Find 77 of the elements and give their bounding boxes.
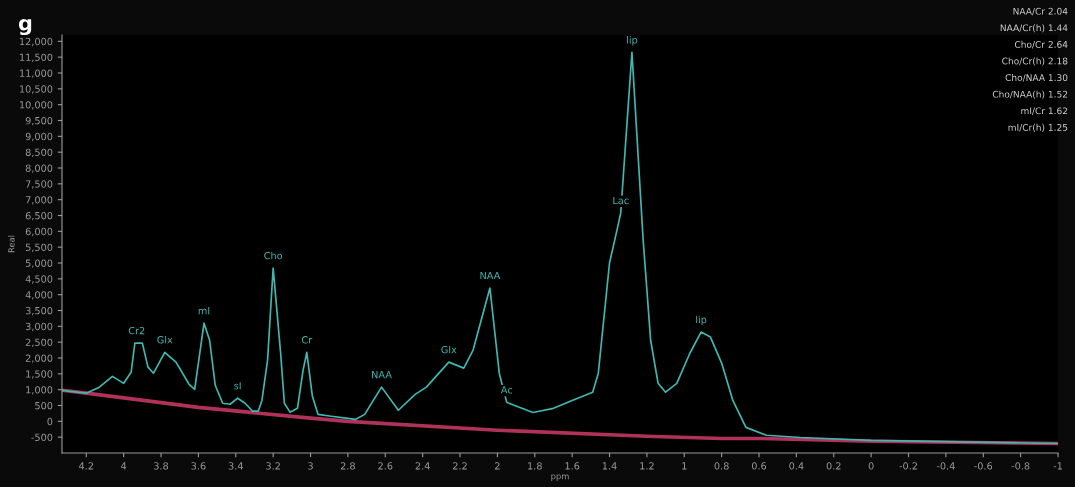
y-tick-label: 1,000 (26, 386, 53, 395)
y-tick-label: 3,500 (25, 306, 53, 316)
x-tick-label: -0.2 (899, 462, 918, 470)
annotation: Cho (264, 251, 283, 260)
x-tick-label: 1 (682, 462, 687, 470)
annotation: mI (198, 307, 210, 315)
annotation: Lac (613, 196, 629, 205)
x-tick-label: 3 (308, 462, 313, 470)
annotation: Glx (157, 335, 173, 344)
annotation: lip (696, 315, 707, 326)
y-tick-label: 4,500 (25, 275, 53, 284)
x-tick-label: 2.8 (340, 462, 355, 470)
text: NAA/Cr 2.04 (1013, 7, 1068, 16)
x-tick-label: 1.8 (528, 462, 542, 470)
annotation: Glx (441, 345, 457, 354)
annotation: Cr (301, 336, 313, 344)
text: g (18, 18, 32, 36)
y-tick-label: 8,000 (25, 164, 53, 173)
y-tick-label: 5,500 (25, 243, 53, 252)
y-tick-label: 3,000 (25, 322, 53, 332)
annotation: mI/Cr 1.62 (1021, 107, 1068, 115)
y-tick-label: 4,000 (25, 291, 53, 300)
x-tick-label: 0.2 (826, 462, 841, 470)
x-tick-label: 2.4 (415, 462, 430, 470)
annotation: Cho/Cr 2.64 (1014, 40, 1068, 49)
y-tick-label: 11,000 (20, 69, 53, 78)
y-tick-label: 0 (47, 417, 53, 426)
x-tick-label: 1.2 (640, 462, 654, 470)
y-tick-label: 7,500 (25, 180, 53, 189)
x-axis-title: ppm (551, 474, 569, 481)
annotation: Ac (500, 386, 513, 394)
y-tick-label: 2,000 (25, 354, 53, 363)
annotation: NAA (480, 271, 501, 280)
annotation: NAA (372, 371, 392, 379)
y-tick-label: 2,500 (25, 338, 53, 347)
annotation: lip (627, 36, 638, 46)
x-tick-label: 1.6 (565, 462, 580, 470)
annotation: Cho/NAA 1.30 (1005, 74, 1068, 82)
y-tick-label: 9,500 (25, 116, 53, 126)
y-tick-label: 12,000 (20, 37, 53, 47)
y-tick-label: 10,500 (20, 85, 53, 94)
x-tick-label: 0.4 (789, 462, 804, 470)
x-tick-label: 3.6 (191, 462, 206, 470)
y-tick-label: 11,500 (20, 53, 53, 62)
y-tick-label: -500 (31, 433, 53, 441)
y-tick-label: 500 (35, 401, 53, 410)
y-tick-label: 7,000 (25, 196, 53, 205)
x-tick-label: 3.8 (154, 462, 169, 470)
x-tick-label: 2.6 (378, 462, 393, 470)
annotation: mI/Cr(h) 1.25 (1008, 123, 1068, 132)
y-tick-label: 6,000 (25, 227, 53, 237)
x-tick-label: -0.4 (936, 462, 955, 470)
y-axis-title: Real (8, 235, 15, 253)
y-tick-label: 6,500 (25, 211, 53, 221)
annotation: Cho/Cr(h) 2.18 (1002, 57, 1068, 66)
annotation: sI (234, 382, 241, 390)
x-tick-label: -0.8 (1011, 462, 1030, 470)
x-tick-label: 0 (868, 462, 874, 470)
x-tick-label: 2 (495, 462, 500, 470)
x-tick-label: 3.4 (228, 462, 243, 470)
text: NAA/Cr(h) 1.44 (1000, 24, 1068, 33)
y-tick-label: 10,000 (20, 101, 53, 110)
annotation: Cr2 (128, 326, 145, 335)
x-tick-label: 4.2 (79, 462, 94, 470)
x-tick-label: 3.2 (266, 462, 280, 470)
x-tick-label: 1.4 (602, 462, 617, 470)
x-tick-label: 0.6 (751, 462, 767, 470)
y-tick-label: 5,000 (25, 259, 53, 268)
x-tick-label: -0.6 (974, 462, 993, 470)
x-tick-label: 2.2 (453, 462, 467, 470)
x-tick-label: 0.8 (714, 462, 729, 470)
y-tick-label: 9,000 (25, 132, 53, 142)
x-tick-label: 4 (121, 462, 127, 470)
x-tick-label: -1 (1053, 462, 1062, 470)
y-tick-label: 8,500 (25, 148, 53, 157)
annotation: Cho/NAA(h) 1.52 (992, 90, 1068, 99)
y-tick-label: 1,500 (26, 370, 53, 379)
